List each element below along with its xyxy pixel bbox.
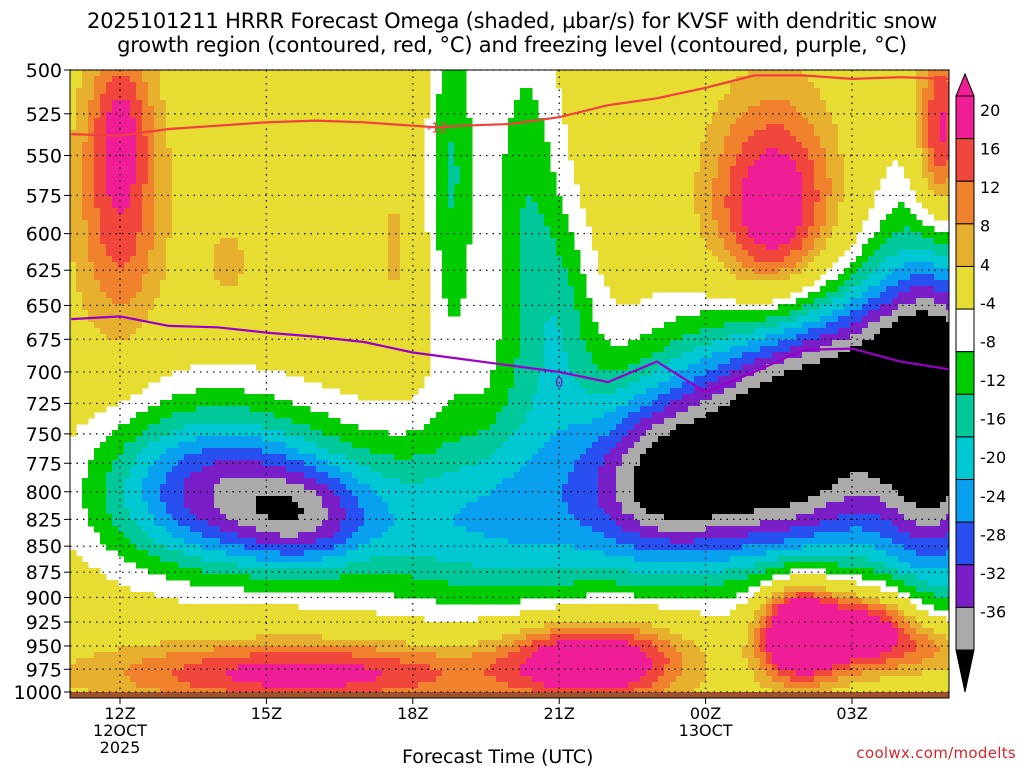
x-tick-label-03Z: 03Z	[836, 704, 867, 723]
contour-lines: -12 0	[71, 74, 949, 394]
y-tick-label-600: 600	[26, 224, 62, 246]
colorbar-label: 8	[980, 217, 990, 236]
colorbar-label: -32	[980, 564, 1006, 583]
y-axis: 500 525 550 575 600 625 650 675 700 725 750 775 800 8…	[14, 60, 70, 704]
colorbar-label: 16	[980, 140, 1000, 159]
colorbar-bin	[955, 479, 975, 523]
dgz-contour-label: -12	[427, 121, 448, 136]
x-axis-title: Forecast Time (UTC)	[402, 746, 594, 768]
y-tick-label-725: 725	[26, 393, 62, 415]
ground-strip	[70, 692, 949, 698]
y-tick-label-500: 500	[26, 60, 62, 82]
colorbar-label: -8	[980, 332, 996, 351]
y-tick-label-550: 550	[26, 146, 62, 168]
y-tick-label-825: 825	[26, 509, 62, 531]
y-tick-label-1000: 1000	[14, 682, 62, 704]
dgz-minus12-contour	[71, 74, 949, 137]
y-tick-label-750: 750	[26, 424, 62, 446]
y-tick-label-925: 925	[26, 612, 62, 634]
colorbar-label: -20	[980, 448, 1006, 467]
colorbar-bottom-arrow	[955, 649, 975, 693]
x-tick-label-00Z: 00Z	[690, 704, 721, 723]
x-tick-sublabel: 13OCT	[679, 721, 733, 740]
y-tick-label-950: 950	[26, 636, 62, 658]
colorbar-label: -24	[980, 487, 1006, 506]
colorbar: 20 16 12 8 4 -4 -8 -12 -16 -20 -24 -28 -32 -36	[955, 72, 1006, 693]
y-tick-label-675: 675	[26, 329, 62, 351]
x-tick-label-21Z: 21Z	[544, 704, 575, 723]
x-tick-sublabel: 12OCT	[93, 721, 147, 740]
colorbar-label: -28	[980, 525, 1006, 544]
x-tick-label-12Z: 12Z	[104, 704, 135, 723]
y-tick-label-850: 850	[26, 536, 62, 558]
y-tick-label-525: 525	[26, 104, 62, 126]
colorbar-label: 4	[980, 255, 990, 274]
colorbar-bin	[955, 564, 975, 608]
freezing-contour-label: 0	[555, 376, 563, 391]
y-tick-label-575: 575	[26, 185, 62, 207]
colorbar-bin	[955, 223, 975, 267]
x-tick-label-15Z: 15Z	[251, 704, 282, 723]
colorbar-bin	[955, 606, 975, 651]
colorbar-label: -4	[980, 294, 996, 313]
colorbar-bin	[955, 308, 975, 353]
colorbar-bin	[955, 138, 975, 182]
colorbar-bin	[955, 436, 975, 481]
colorbar-label: -16	[980, 410, 1006, 429]
y-tick-label-775: 775	[26, 453, 62, 475]
colorbar-top-arrow	[955, 72, 975, 97]
chart-title-line1: 2025101211 HRRR Forecast Omega (shaded, …	[87, 9, 937, 33]
y-tick-label-900: 900	[26, 587, 62, 609]
plot-frame	[69, 69, 950, 699]
colorbar-label: 12	[980, 178, 1000, 197]
chart-title-line2: growth region (contoured, red, °C) and f…	[117, 33, 907, 57]
freezing-level-contour	[71, 315, 949, 394]
colorbar-label: -12	[980, 371, 1006, 390]
y-tick-label-975: 975	[26, 659, 62, 681]
colorbar-bin	[955, 521, 975, 566]
colorbar-bin	[955, 393, 975, 438]
omega-shading	[70, 70, 949, 698]
x-tick-sublabel: 2025	[100, 738, 141, 757]
y-tick-label-625: 625	[26, 260, 62, 282]
y-tick-label-700: 700	[26, 362, 62, 384]
colorbar-bin	[955, 265, 975, 310]
colorbar-bin	[955, 180, 975, 225]
x-tick-label-18Z: 18Z	[397, 704, 428, 723]
source-credit: coolwx.com/modelts	[856, 744, 1016, 762]
y-tick-label-875: 875	[26, 562, 62, 584]
y-tick-label-650: 650	[26, 295, 62, 317]
colorbar-label: -36	[980, 603, 1006, 622]
plot-border	[69, 69, 950, 699]
y-tick-label-800: 800	[26, 482, 62, 504]
colorbar-bin	[955, 95, 975, 140]
colorbar-label: 20	[980, 101, 1000, 120]
colorbar-bin	[955, 351, 975, 395]
